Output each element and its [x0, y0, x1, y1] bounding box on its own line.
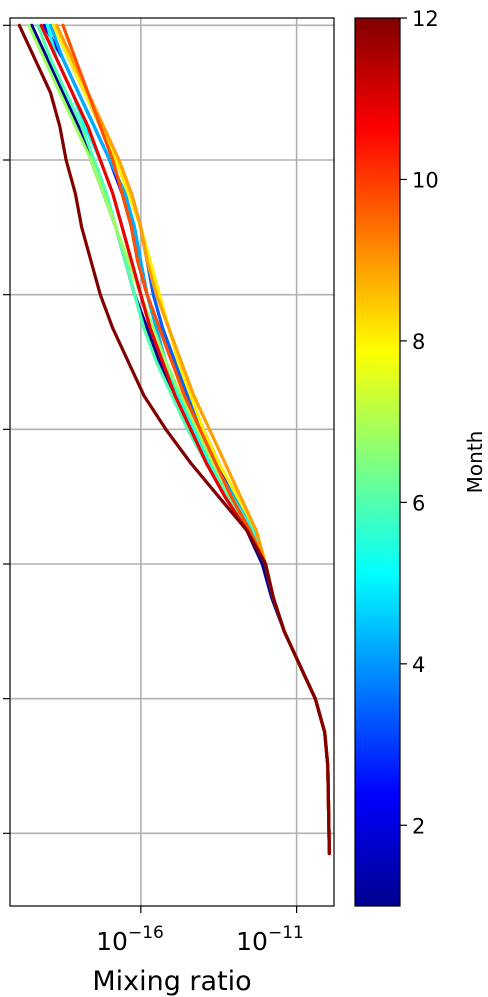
grid-lines — [10, 18, 334, 906]
colorbar-tick-label: 8 — [412, 330, 425, 354]
colorbar-label: Month — [463, 431, 487, 494]
x-tick-label: 10−16 — [96, 923, 164, 956]
colorbar-ticks: 2 4 6 8 10 12 — [400, 7, 439, 838]
colorbar-gradient — [354, 17, 401, 907]
colorbar-tick-label: 10 — [412, 168, 439, 192]
x-axis-label: Mixing ratio — [92, 966, 251, 997]
colorbar: 2 4 6 8 10 12 Month — [354, 7, 487, 907]
x-tick-label: 10−11 — [236, 923, 304, 956]
main-plot: 10−16 10−11 Mixing ratio — [3, 17, 335, 997]
colorbar-tick-label: 12 — [412, 7, 439, 31]
profile-line-month-12 — [17, 23, 331, 856]
axis-ticks — [3, 24, 298, 913]
colorbar-tick-label: 2 — [412, 814, 425, 838]
colorbar-tick-label: 4 — [412, 653, 425, 677]
colorbar-tick-label: 6 — [412, 491, 425, 515]
plot-background — [10, 18, 334, 906]
profile-lines — [17, 23, 331, 856]
plot-frame — [9, 17, 335, 907]
